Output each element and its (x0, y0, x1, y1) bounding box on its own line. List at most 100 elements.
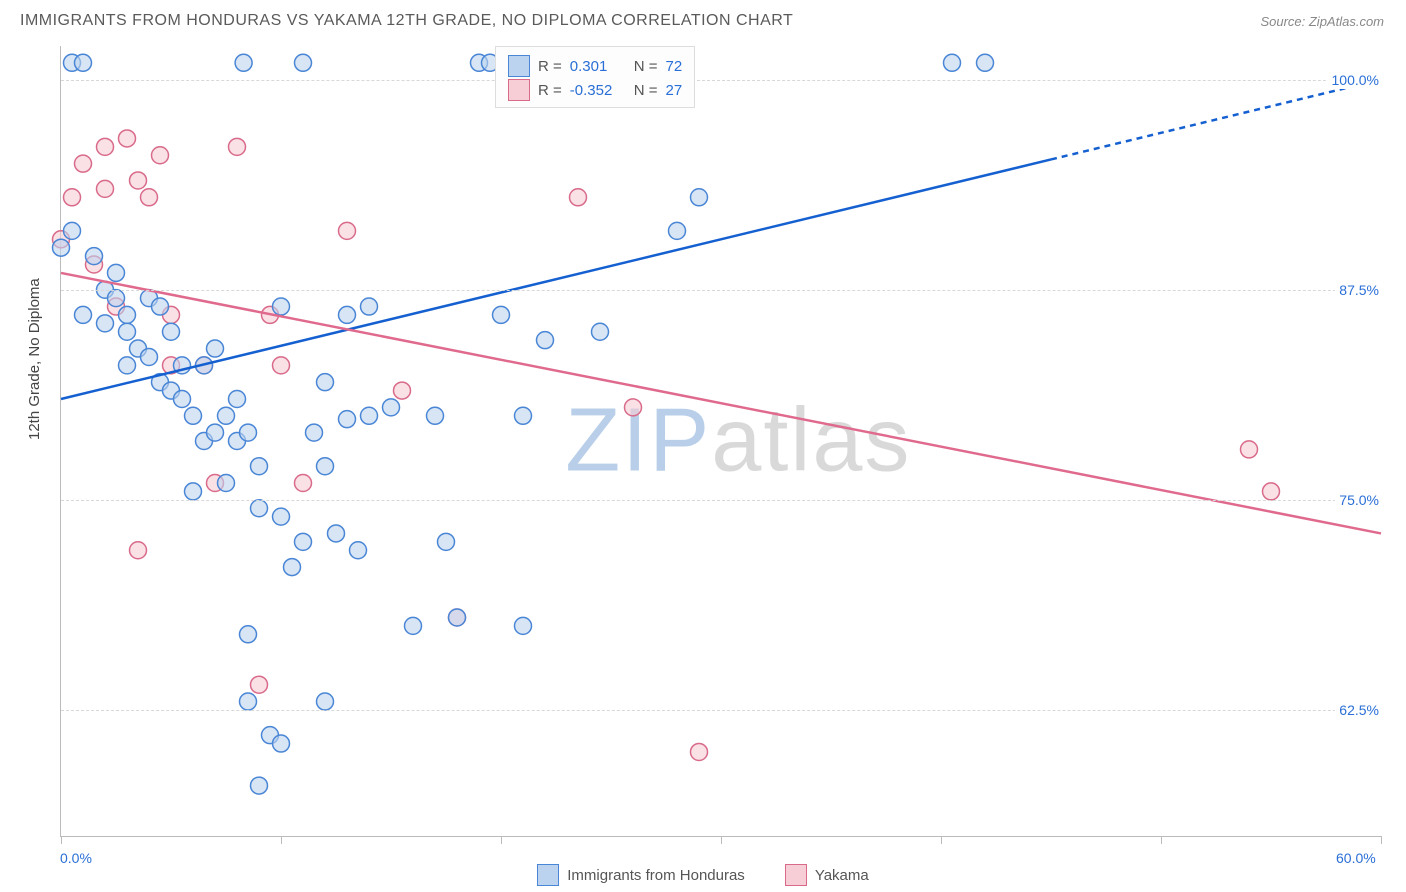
trend-line-blue-dashed (1051, 80, 1381, 160)
data-point (427, 407, 444, 424)
data-point (295, 533, 312, 550)
x-tick (1381, 836, 1382, 844)
legend-row: R = -0.352 N = 27 (508, 79, 682, 101)
chart-svg (61, 46, 1381, 836)
data-point (273, 508, 290, 525)
data-point (570, 189, 587, 206)
gridline (61, 500, 1381, 501)
data-point (97, 180, 114, 197)
legend-n-value: 72 (666, 58, 683, 75)
legend-n-label: N = (634, 82, 658, 99)
data-point (75, 155, 92, 172)
legend-r-value: 0.301 (570, 58, 626, 75)
data-point (493, 306, 510, 323)
data-point (185, 407, 202, 424)
correlation-legend: R = 0.301 N = 72 R = -0.352 N = 27 (495, 46, 695, 108)
data-point (295, 54, 312, 71)
data-point (251, 458, 268, 475)
data-point (691, 743, 708, 760)
data-point (119, 323, 136, 340)
data-point (240, 424, 257, 441)
legend-r-label: R = (538, 82, 562, 99)
legend-row: R = 0.301 N = 72 (508, 55, 682, 77)
data-point (944, 54, 961, 71)
legend-item: Immigrants from Honduras (537, 864, 745, 886)
data-point (691, 189, 708, 206)
data-point (207, 340, 224, 357)
plot-area: ZIPatlas 62.5%75.0%87.5%100.0% (60, 46, 1381, 837)
data-point (405, 617, 422, 634)
data-point (339, 306, 356, 323)
data-point (152, 147, 169, 164)
data-point (229, 390, 246, 407)
data-point (251, 500, 268, 517)
y-tick-label: 62.5% (1335, 701, 1383, 719)
data-point (669, 222, 686, 239)
y-tick-label: 87.5% (1335, 281, 1383, 299)
legend-r-value: -0.352 (570, 82, 626, 99)
data-point (235, 54, 252, 71)
data-point (394, 382, 411, 399)
data-point (273, 357, 290, 374)
data-point (64, 189, 81, 206)
legend-n-value: 27 (666, 82, 683, 99)
data-point (174, 390, 191, 407)
x-tick (61, 836, 62, 844)
data-point (350, 542, 367, 559)
trend-line-pink (61, 273, 1381, 534)
data-point (361, 298, 378, 315)
x-tick (941, 836, 942, 844)
data-point (163, 323, 180, 340)
legend-label: Yakama (815, 867, 869, 884)
data-point (1241, 441, 1258, 458)
x-axis-min-label: 0.0% (60, 850, 92, 866)
data-point (141, 348, 158, 365)
data-point (207, 424, 224, 441)
data-point (317, 458, 334, 475)
gridline (61, 710, 1381, 711)
data-point (130, 172, 147, 189)
data-point (328, 525, 345, 542)
legend-r-label: R = (538, 58, 562, 75)
data-point (361, 407, 378, 424)
data-point (75, 54, 92, 71)
data-point (592, 323, 609, 340)
data-point (119, 306, 136, 323)
data-point (625, 399, 642, 416)
data-point (108, 264, 125, 281)
data-point (339, 411, 356, 428)
data-point (218, 407, 235, 424)
legend-item: Yakama (785, 864, 869, 886)
series-legend: Immigrants from Honduras Yakama (0, 864, 1406, 886)
data-point (317, 693, 334, 710)
data-point (97, 138, 114, 155)
legend-label: Immigrants from Honduras (567, 867, 745, 884)
data-point (130, 542, 147, 559)
data-point (86, 248, 103, 265)
data-point (317, 374, 334, 391)
legend-swatch (537, 864, 559, 886)
data-point (119, 357, 136, 374)
data-point (97, 315, 114, 332)
chart-title: IMMIGRANTS FROM HONDURAS VS YAKAMA 12TH … (20, 12, 793, 30)
data-point (977, 54, 994, 71)
data-point (218, 475, 235, 492)
x-tick (1161, 836, 1162, 844)
data-point (1263, 483, 1280, 500)
data-point (273, 735, 290, 752)
data-point (64, 222, 81, 239)
data-point (240, 626, 257, 643)
trend-line-blue (61, 159, 1051, 399)
gridline (61, 290, 1381, 291)
x-tick (721, 836, 722, 844)
data-point (152, 298, 169, 315)
data-point (438, 533, 455, 550)
legend-swatch (508, 55, 530, 77)
data-point (515, 617, 532, 634)
data-point (306, 424, 323, 441)
y-tick-label: 75.0% (1335, 491, 1383, 509)
x-axis-max-label: 60.0% (1336, 850, 1376, 866)
data-point (515, 407, 532, 424)
data-point (108, 290, 125, 307)
legend-n-label: N = (634, 58, 658, 75)
